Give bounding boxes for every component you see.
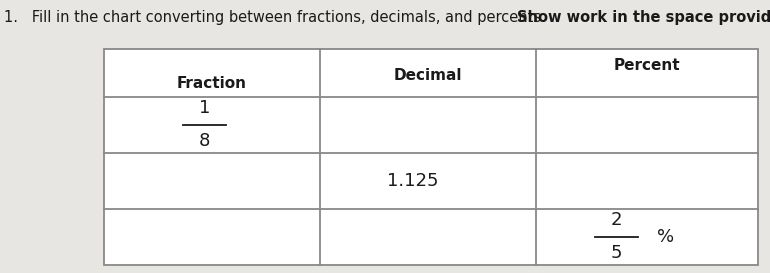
- Text: 1.125: 1.125: [387, 172, 438, 190]
- Text: 1.   Fill in the chart converting between fractions, decimals, and percents.: 1. Fill in the chart converting between …: [4, 10, 555, 25]
- Text: Percent: Percent: [614, 58, 681, 73]
- Text: 2: 2: [611, 211, 622, 229]
- Text: 5: 5: [611, 244, 622, 262]
- Text: 1: 1: [199, 99, 210, 117]
- Text: Fraction: Fraction: [177, 76, 247, 91]
- Text: 8: 8: [199, 132, 210, 150]
- Text: Show work in the space provided.: Show work in the space provided.: [517, 10, 770, 25]
- Text: %: %: [658, 228, 675, 246]
- Bar: [104, 49, 758, 265]
- Bar: [104, 49, 758, 265]
- Text: Decimal: Decimal: [393, 68, 462, 83]
